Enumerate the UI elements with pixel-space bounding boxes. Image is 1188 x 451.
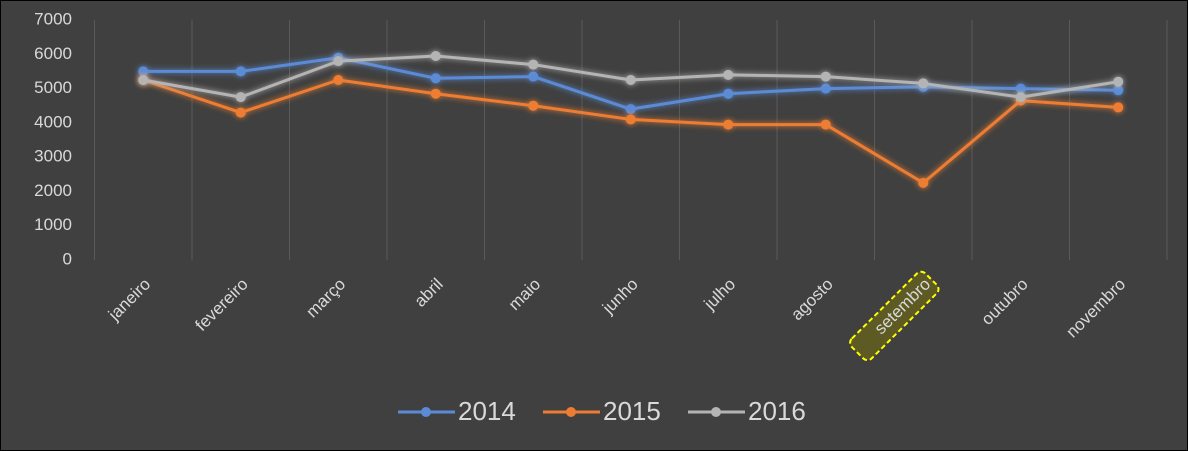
- y-tick-label: 6000: [34, 44, 72, 63]
- legend-marker: [711, 407, 721, 417]
- data-point: [235, 92, 246, 103]
- data-point: [625, 104, 636, 115]
- data-point: [528, 100, 539, 111]
- y-tick-label: 0: [63, 249, 72, 268]
- data-point: [430, 73, 441, 84]
- data-point: [528, 59, 539, 70]
- data-point: [1113, 85, 1124, 96]
- data-point: [820, 71, 831, 82]
- y-tick-label: 3000: [34, 147, 72, 166]
- data-point: [430, 51, 441, 61]
- data-point: [1015, 83, 1026, 94]
- data-point: [333, 56, 344, 67]
- data-point: [333, 75, 344, 85]
- data-point: [138, 75, 149, 85]
- data-point: [1113, 76, 1124, 87]
- legend-label: 2014: [458, 396, 516, 426]
- data-point: [820, 119, 831, 130]
- data-point: [235, 66, 246, 77]
- series: [138, 51, 1124, 103]
- data-point: [138, 66, 149, 77]
- y-tick-label: 4000: [34, 112, 72, 131]
- data-point: [235, 107, 246, 118]
- y-tick-label: 7000: [34, 9, 72, 28]
- data-point: [723, 119, 734, 130]
- y-tick-label: 5000: [34, 78, 72, 97]
- legend-label: 2015: [603, 396, 661, 426]
- highlight-box: [849, 270, 940, 362]
- data-point: [625, 114, 636, 125]
- y-tick-label: 2000: [34, 181, 72, 200]
- data-point: [723, 69, 734, 80]
- data-point: [820, 83, 831, 94]
- data-point: [625, 75, 636, 85]
- data-point: [1015, 92, 1026, 103]
- legend-marker: [421, 407, 431, 417]
- data-point: [918, 78, 929, 89]
- data-point: [430, 88, 441, 99]
- legend-marker: [566, 407, 576, 417]
- y-tick-label: 1000: [34, 215, 72, 234]
- data-point: [528, 71, 539, 82]
- data-point: [1113, 102, 1124, 113]
- data-point: [723, 88, 734, 99]
- data-point: [918, 177, 929, 188]
- legend-label: 2016: [748, 396, 806, 426]
